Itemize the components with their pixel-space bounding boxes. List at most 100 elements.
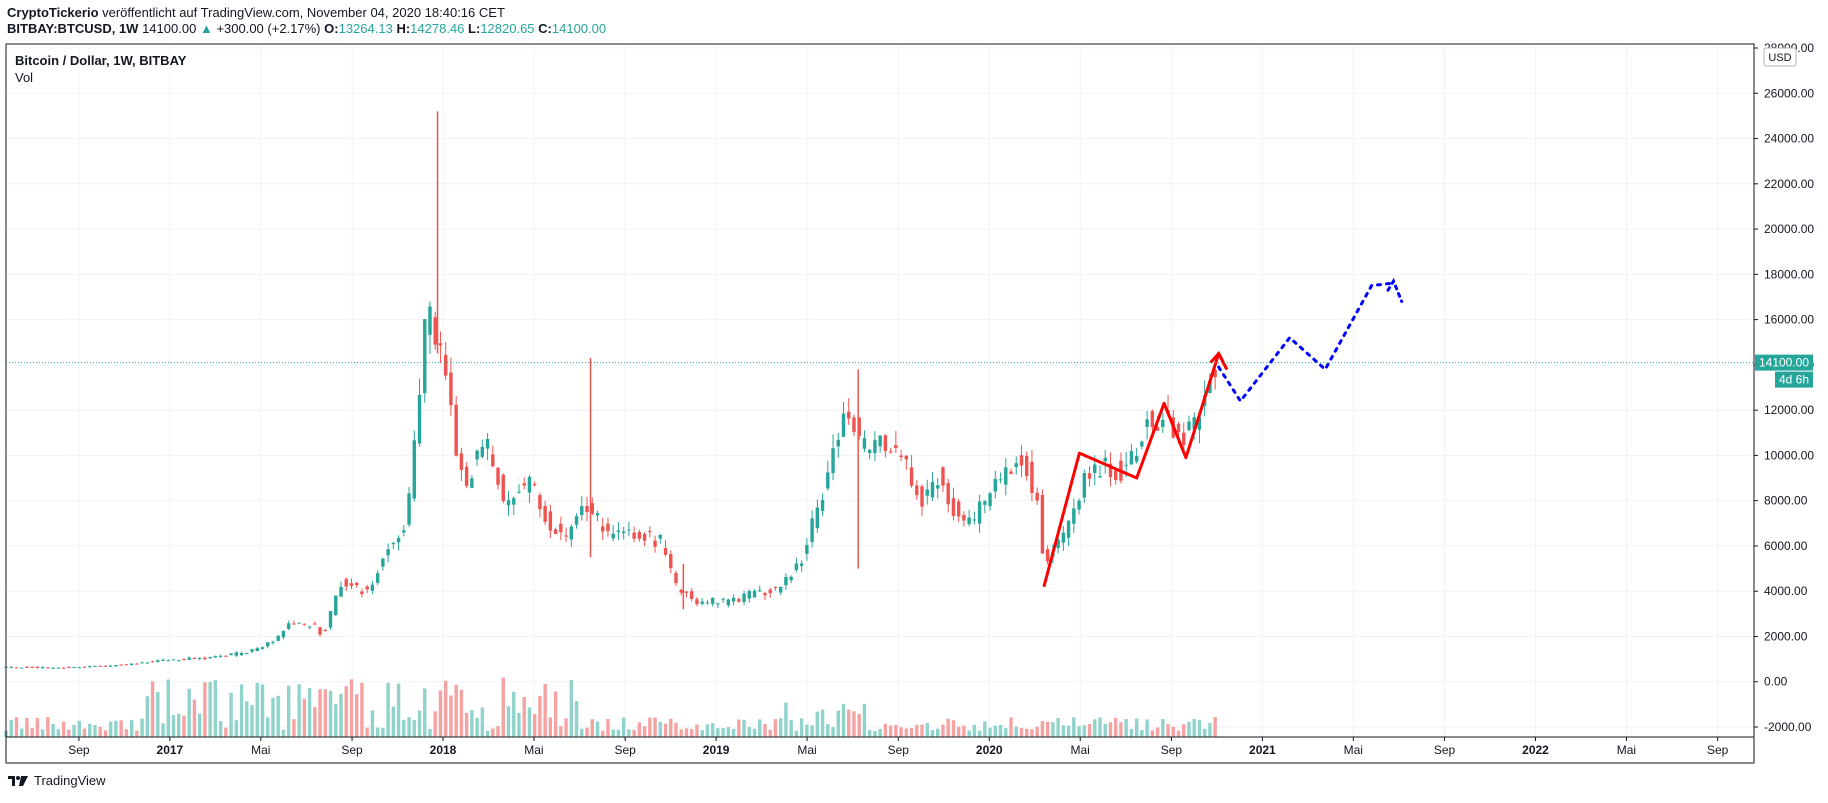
candle-body <box>35 666 40 668</box>
candle-body <box>213 656 218 658</box>
volume-bar <box>894 724 898 737</box>
candle-body <box>747 591 751 599</box>
candle-body <box>606 523 610 532</box>
candle-body <box>1025 455 1029 476</box>
y-tick-label: 24000.00 <box>1764 132 1814 146</box>
volume-bar <box>135 730 139 737</box>
volume-bar <box>1077 726 1081 737</box>
volume-bar <box>297 684 301 737</box>
volume-bar <box>334 704 338 737</box>
candle-body <box>1161 419 1165 427</box>
candle-body <box>763 592 767 596</box>
volume-bar <box>14 717 19 737</box>
volume-bar <box>883 723 888 737</box>
candle-body <box>234 652 239 656</box>
volume-bar <box>632 729 636 737</box>
x-tick-label: Mai <box>797 743 816 757</box>
volume-bar <box>878 728 882 737</box>
volume-bar <box>93 725 97 737</box>
x-tick-label: Sep <box>341 743 363 757</box>
candle-body <box>271 641 275 643</box>
volume-bar <box>590 719 594 737</box>
price-markers: 14100.00 4d 6h USD <box>1755 47 1813 388</box>
candle-body <box>925 489 929 496</box>
volume-bar <box>9 720 13 737</box>
candle-body <box>1192 417 1196 430</box>
candle-body <box>438 343 443 346</box>
volume-bar <box>548 717 553 737</box>
volume-bar <box>983 721 987 737</box>
candle-body <box>773 586 778 588</box>
footer-brand[interactable]: TradingView <box>7 773 106 788</box>
candle-body <box>192 657 197 659</box>
candle-body <box>799 563 804 566</box>
candle-body <box>114 664 118 667</box>
candle-body <box>177 660 181 662</box>
candle-body <box>187 657 191 660</box>
volume-legend[interactable]: Vol <box>15 70 34 85</box>
volume-bar <box>977 730 982 737</box>
candle-body <box>88 666 92 668</box>
price-axis[interactable]: 28000.0026000.0024000.0022000.0020000.00… <box>1754 41 1814 734</box>
volume-bar <box>810 725 814 737</box>
volume-bar <box>281 729 286 737</box>
candle-body <box>794 563 799 570</box>
volume-bar <box>35 717 40 737</box>
author-name[interactable]: CryptoTickerio <box>7 5 99 20</box>
volume-bar <box>512 691 516 737</box>
candle-body <box>873 440 877 454</box>
volume-bar <box>480 707 485 737</box>
candle-body <box>375 573 380 583</box>
candle-body <box>653 540 657 547</box>
candle-body <box>307 626 312 628</box>
volume-bar <box>454 684 458 737</box>
candle-body <box>1140 441 1144 447</box>
candle-body <box>239 653 244 656</box>
volume-bar <box>642 726 647 737</box>
candle-body <box>360 591 364 595</box>
candle-body <box>1087 473 1092 479</box>
volume-bar <box>1166 724 1170 737</box>
candle-body <box>642 533 647 541</box>
candle-body <box>841 413 846 437</box>
candle-body <box>297 622 301 624</box>
candle-body <box>470 478 474 488</box>
candle-body <box>454 404 458 456</box>
volume-bar <box>1030 729 1034 737</box>
candle-body <box>9 666 13 668</box>
candle-body <box>778 586 783 593</box>
candle-body <box>1113 470 1118 481</box>
candle-body <box>355 582 359 586</box>
volume-bar <box>344 686 348 737</box>
candle-body <box>197 658 202 660</box>
candle-body <box>203 657 207 660</box>
volume-bar <box>339 693 343 737</box>
volume-bar <box>286 685 291 737</box>
candle-body <box>1077 500 1081 510</box>
candle-body <box>731 597 736 602</box>
volume-bar <box>459 689 464 737</box>
candle-body <box>156 660 160 663</box>
candle-body <box>847 411 851 419</box>
volume-bar <box>1019 728 1024 737</box>
high-label: H: <box>396 21 411 36</box>
volume-bar <box>517 712 521 737</box>
candle-body <box>30 666 34 668</box>
time-axis[interactable]: Sep 2017 Mai Sep 2018 Mai Sep 2019 Mai Sep 2020 Mai… <box>68 737 1729 757</box>
volume-bar <box>553 691 558 737</box>
volume-bar <box>375 727 380 737</box>
volume-bar <box>841 703 846 737</box>
volume-bar <box>778 718 783 737</box>
volume-bar <box>46 717 50 737</box>
candle-body <box>459 453 464 470</box>
candle-body <box>129 663 134 666</box>
legend-title[interactable]: Bitcoin / Dollar, 1W, BITBAY <box>15 53 187 68</box>
volume-bar <box>417 710 422 737</box>
volume-bar <box>867 730 872 737</box>
close-value: 14100.00 <box>142 21 197 36</box>
volume-bar <box>637 722 642 737</box>
volume-bar <box>1087 723 1092 737</box>
blue-projection-line <box>1217 281 1393 404</box>
candle-body <box>920 486 924 507</box>
